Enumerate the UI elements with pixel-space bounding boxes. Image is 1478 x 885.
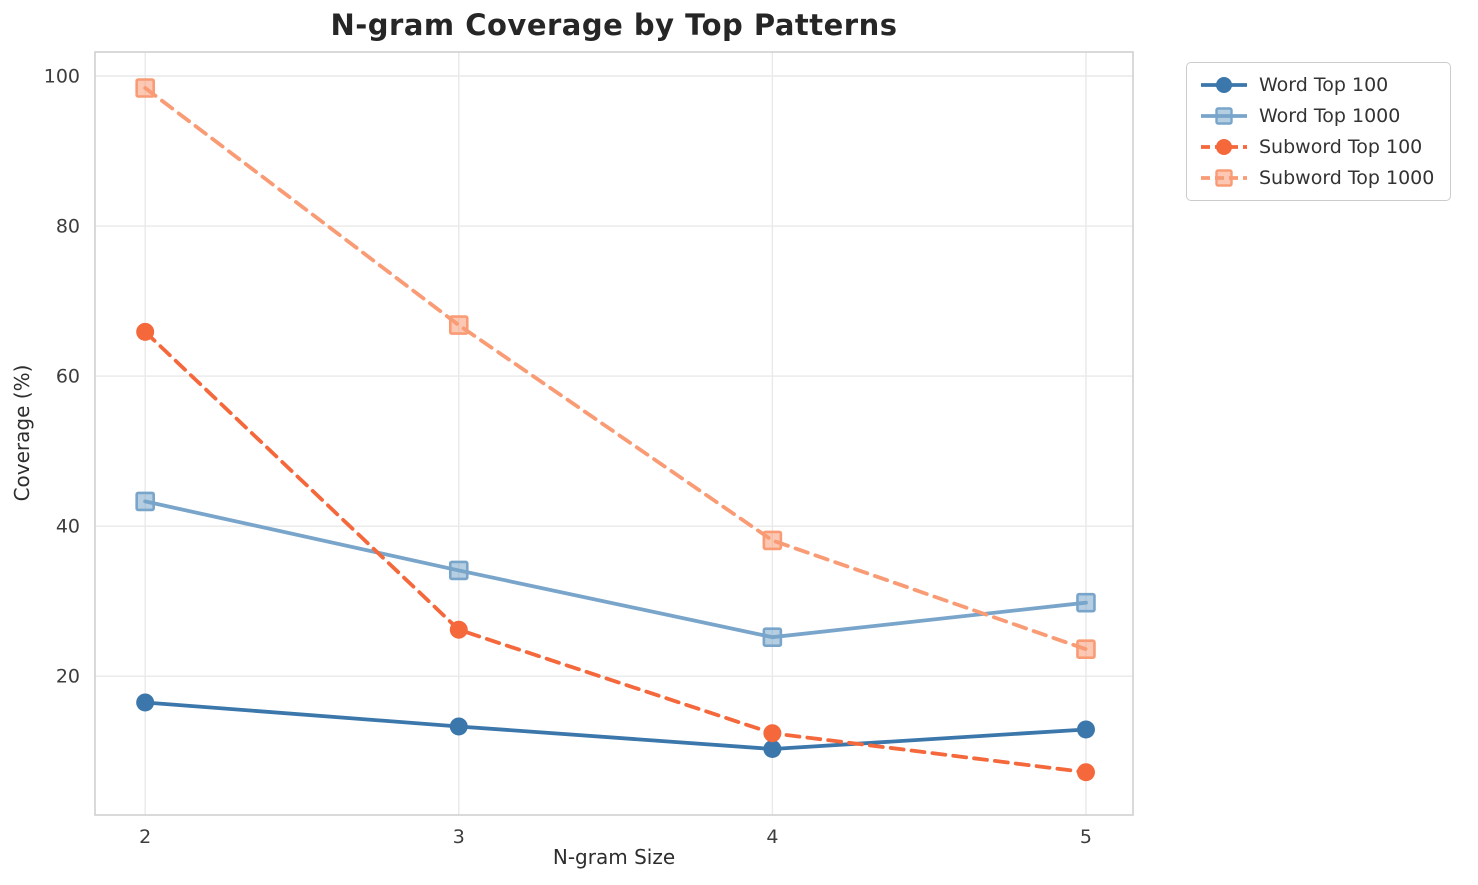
data-point: [135, 78, 155, 98]
series-line-word-top-100: [143, 700, 1088, 751]
y-tick-label: 40: [56, 516, 80, 538]
data-point: [1076, 763, 1095, 782]
x-axis-label: N-gram Size: [552, 845, 676, 869]
legend-line-sample: [1201, 139, 1247, 155]
data-point: [1076, 720, 1095, 739]
axes-border: [94, 51, 1134, 816]
data-point: [1076, 639, 1096, 659]
series-line-subword-top-1000: [143, 86, 1088, 652]
y-tick-label: 20: [56, 666, 80, 688]
legend-line-sample: [1201, 169, 1247, 187]
y-tick-label: 80: [56, 216, 80, 238]
series-line-word-top-1000: [143, 499, 1088, 640]
legend-line-sample: [1201, 77, 1247, 93]
data-point: [762, 530, 783, 551]
chart-title: N-gram Coverage by Top Patterns: [330, 8, 898, 42]
legend: Word Top 100 Word Top 1000 Subword Top 100…: [1186, 62, 1452, 201]
legend-line-sample: [1201, 107, 1247, 125]
square-marker-icon: [1215, 107, 1233, 125]
data-point: [449, 717, 468, 736]
legend-label: Word Top 1000: [1259, 105, 1401, 127]
y-tick-label: 100: [44, 66, 80, 88]
circle-marker-icon: [1216, 139, 1232, 155]
x-tick-label: 2: [139, 826, 151, 848]
x-tick-label: 5: [1080, 826, 1092, 848]
legend-label: Word Top 100: [1259, 74, 1389, 96]
legend-label: Subword Top 100: [1259, 136, 1423, 158]
y-tick-label: 60: [56, 366, 80, 388]
legend-item-subword-top-100: Subword Top 100: [1199, 135, 1434, 159]
data-point: [763, 739, 782, 758]
data-point: [449, 620, 468, 639]
data-point: [135, 491, 155, 512]
data-point: [762, 627, 783, 647]
data-point: [448, 315, 469, 335]
legend-item-word-top-1000: Word Top 1000: [1199, 104, 1434, 128]
data-point: [448, 560, 469, 581]
data-point: [136, 693, 155, 712]
data-point: [1076, 592, 1096, 613]
legend-label: Subword Top 1000: [1259, 167, 1435, 189]
x-tick-label: 4: [766, 826, 778, 848]
data-point: [136, 322, 155, 341]
x-tick-label: 3: [453, 826, 465, 848]
circle-marker-icon: [1216, 77, 1232, 93]
legend-item-word-top-100: Word Top 100: [1199, 73, 1434, 97]
legend-item-subword-top-1000: Subword Top 1000: [1199, 166, 1434, 190]
square-marker-icon: [1215, 169, 1233, 187]
data-point: [763, 724, 782, 743]
y-axis-label: Coverage (%): [10, 364, 34, 502]
series-line-subword-top-100: [143, 329, 1088, 775]
